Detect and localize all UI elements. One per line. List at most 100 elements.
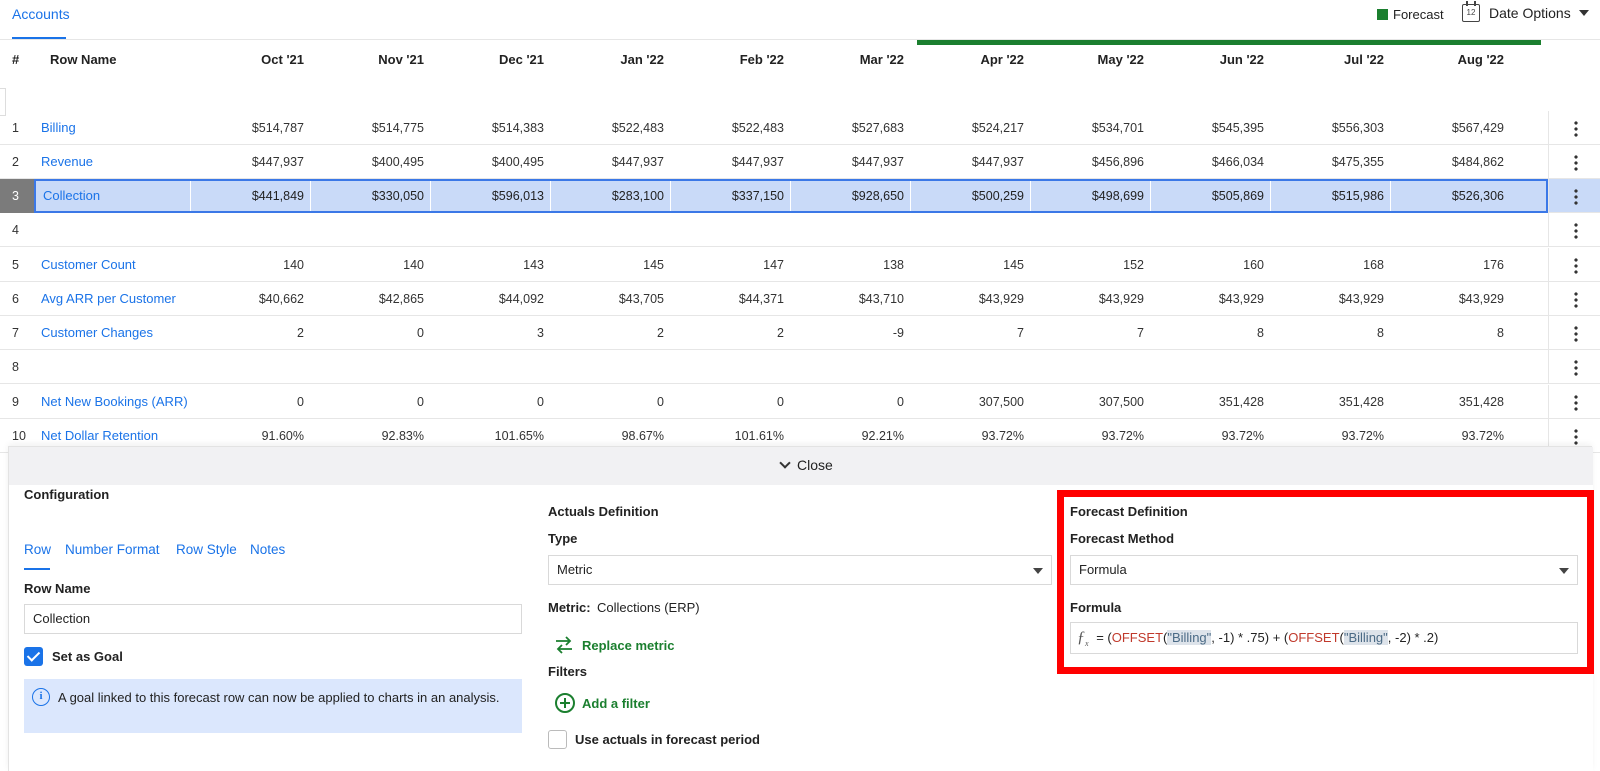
table-cell[interactable]: 7 xyxy=(1017,326,1024,340)
table-cell[interactable] xyxy=(554,350,664,384)
table-cell[interactable]: 351,428 xyxy=(1458,395,1504,409)
table-cell[interactable]: 0 xyxy=(777,395,784,409)
table-cell[interactable]: 168 xyxy=(1363,258,1384,272)
table-cell[interactable]: 143 xyxy=(523,258,544,272)
table-cell[interactable]: $447,937 xyxy=(611,155,664,169)
table-cell[interactable] xyxy=(434,213,544,247)
table-cell[interactable]: 98.67% xyxy=(621,429,664,443)
table-cell[interactable]: $44,371 xyxy=(738,292,784,306)
table-cell[interactable]: 3 xyxy=(537,326,544,340)
table-cell[interactable]: 0 xyxy=(897,395,904,409)
table-cell[interactable]: 93.72% xyxy=(1341,429,1384,443)
table-cell[interactable] xyxy=(1274,213,1384,247)
table-cell[interactable]: 176 xyxy=(1483,258,1504,272)
table-cell[interactable]: $500,259 xyxy=(971,189,1024,203)
row-name-input[interactable]: Collection xyxy=(24,604,522,634)
table-cell[interactable]: 0 xyxy=(297,395,304,409)
table-cell[interactable] xyxy=(914,213,1024,247)
table-cell[interactable]: $475,355 xyxy=(1331,155,1384,169)
table-cell[interactable]: $337,150 xyxy=(731,189,784,203)
table-cell[interactable] xyxy=(674,213,784,247)
table-cell[interactable]: 101.65% xyxy=(494,429,544,443)
table-cell[interactable]: $514,383 xyxy=(491,121,544,135)
table-cell[interactable] xyxy=(794,213,904,247)
table-cell[interactable]: $447,937 xyxy=(731,155,784,169)
table-cell[interactable]: $545,395 xyxy=(1211,121,1264,135)
use-actuals-checkbox[interactable] xyxy=(548,730,567,749)
table-cell[interactable]: $43,929 xyxy=(1338,292,1384,306)
table-cell[interactable]: $447,937 xyxy=(971,155,1024,169)
table-cell[interactable] xyxy=(194,213,304,247)
table-cell[interactable]: $441,849 xyxy=(251,189,304,203)
table-cell[interactable]: -9 xyxy=(892,326,904,340)
table-cell[interactable]: 8 xyxy=(1497,326,1504,340)
row-menu-button[interactable] xyxy=(1566,145,1586,179)
table-cell[interactable]: $527,683 xyxy=(851,121,904,135)
table-cell[interactable]: $514,787 xyxy=(251,121,304,135)
table-cell[interactable] xyxy=(1034,350,1144,384)
table-row[interactable]: 9 Net New Bookings (ARR) 0 0 0 0 0 0 307,500 307,… xyxy=(0,385,1600,419)
table-cell[interactable]: 8 xyxy=(1377,326,1384,340)
subtab-notes[interactable]: Notes xyxy=(250,542,286,557)
table-cell[interactable]: 160 xyxy=(1243,258,1264,272)
formula-input[interactable]: ƒx = (OFFSET("Billing", -1) * .75) + (OF… xyxy=(1070,622,1578,654)
table-cell[interactable]: 2 xyxy=(777,326,784,340)
table-cell[interactable] xyxy=(1154,350,1264,384)
table-cell[interactable]: $40,662 xyxy=(258,292,304,306)
subtab-number-format[interactable]: Number Format xyxy=(65,542,160,557)
table-cell[interactable] xyxy=(1034,213,1144,247)
table-cell[interactable]: 145 xyxy=(1003,258,1024,272)
table-cell[interactable]: $556,303 xyxy=(1331,121,1384,135)
row-panel-toggle[interactable] xyxy=(0,88,6,116)
table-cell[interactable]: 152 xyxy=(1123,258,1144,272)
table-cell[interactable]: $505,869 xyxy=(1211,189,1264,203)
add-filter-button[interactable]: Add a filter xyxy=(555,693,650,713)
table-cell[interactable]: 0 xyxy=(417,395,424,409)
row-menu-button[interactable] xyxy=(1566,248,1586,282)
table-cell[interactable]: 0 xyxy=(417,326,424,340)
row-menu-button[interactable] xyxy=(1566,385,1586,419)
table-cell[interactable]: 147 xyxy=(763,258,784,272)
table-cell[interactable]: 138 xyxy=(883,258,904,272)
set-as-goal-checkbox[interactable] xyxy=(24,647,43,666)
row-name-link[interactable]: Revenue xyxy=(41,154,94,169)
table-cell[interactable] xyxy=(434,350,544,384)
actuals-type-select[interactable]: Metric xyxy=(548,555,1052,585)
table-cell[interactable]: $283,100 xyxy=(611,189,664,203)
table-cell[interactable]: 93.72% xyxy=(1461,429,1504,443)
replace-metric-button[interactable]: Replace metric xyxy=(554,636,675,654)
table-cell[interactable]: $515,986 xyxy=(1331,189,1384,203)
table-cell[interactable]: $43,710 xyxy=(858,292,904,306)
table-cell[interactable]: $43,705 xyxy=(618,292,664,306)
row-name-link[interactable]: Customer Count xyxy=(41,257,136,272)
table-cell[interactable]: $484,862 xyxy=(1451,155,1504,169)
table-cell[interactable]: $330,050 xyxy=(371,189,424,203)
table-cell[interactable] xyxy=(194,350,304,384)
table-cell[interactable]: 93.72% xyxy=(981,429,1024,443)
table-cell[interactable]: 2 xyxy=(297,326,304,340)
table-cell[interactable]: $498,699 xyxy=(1091,189,1144,203)
table-cell[interactable]: 91.60% xyxy=(261,429,304,443)
subtab-row-style[interactable]: Row Style xyxy=(176,542,237,557)
row-menu-button[interactable] xyxy=(1566,213,1586,247)
row-menu-button[interactable] xyxy=(1566,316,1586,350)
table-cell[interactable]: 93.72% xyxy=(1101,429,1144,443)
close-panel-button[interactable]: Close xyxy=(779,457,833,473)
table-cell[interactable]: $567,429 xyxy=(1451,121,1504,135)
table-cell[interactable]: 2 xyxy=(657,326,664,340)
table-cell[interactable] xyxy=(314,350,424,384)
table-cell[interactable]: 307,500 xyxy=(1098,395,1144,409)
table-cell[interactable]: $400,495 xyxy=(371,155,424,169)
subtab-row[interactable]: Row xyxy=(24,542,52,557)
table-row[interactable]: 5 Customer Count 140 140 143 145 147 138 145 152 1… xyxy=(0,248,1600,282)
table-cell[interactable]: $447,937 xyxy=(851,155,904,169)
table-cell[interactable]: 8 xyxy=(1257,326,1264,340)
table-cell[interactable]: 0 xyxy=(657,395,664,409)
table-cell[interactable]: $43,929 xyxy=(1098,292,1144,306)
table-cell[interactable]: $928,650 xyxy=(851,189,904,203)
row-name-link[interactable]: Customer Changes xyxy=(41,325,153,340)
table-row[interactable]: 7 Customer Changes 2 0 3 2 2 -9 7 7 8 8 8 xyxy=(0,316,1600,350)
table-cell[interactable]: 140 xyxy=(283,258,304,272)
table-cell[interactable]: 145 xyxy=(643,258,664,272)
table-cell[interactable]: 307,500 xyxy=(978,395,1024,409)
